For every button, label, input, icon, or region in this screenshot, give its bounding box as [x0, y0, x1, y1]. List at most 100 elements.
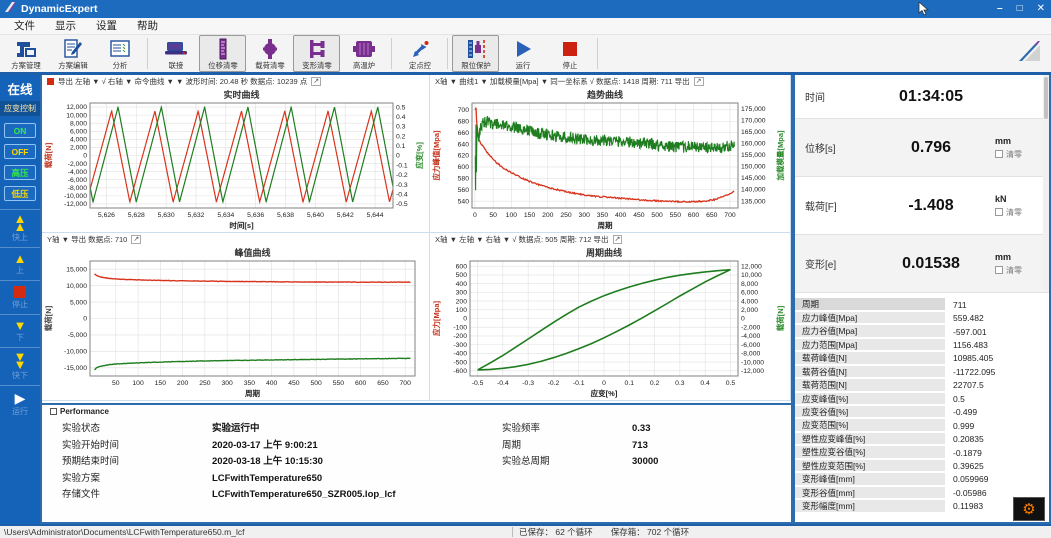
high-pressure-button[interactable]: 高压 [4, 165, 36, 180]
chart-header-realtime[interactable]: 导出 左轴 ▼ √ 右轴 ▼ 命令曲线 ▼ ▼ 波形时间: 20.48 秒 数据… [42, 75, 429, 88]
toolbar-button-deform-zero[interactable]: 变形清零 [293, 35, 340, 72]
point-control-icon [409, 38, 431, 60]
stat-label: 变形峰值[mm] [795, 473, 945, 486]
toolbar-button-connect[interactable]: 联接 [152, 35, 199, 72]
menu-item-1[interactable]: 显示 [45, 18, 86, 35]
menu-item-0[interactable]: 文件 [4, 18, 45, 35]
svg-text:时间[s]: 时间[s] [229, 220, 254, 230]
svg-text:-500: -500 [453, 359, 467, 366]
menu-item-2[interactable]: 设置 [86, 18, 127, 35]
toolbar-label: 停止 [562, 60, 577, 70]
settings-gear-button[interactable]: ⚙ [1013, 497, 1045, 521]
svg-text:700: 700 [400, 380, 412, 387]
fast-up-button[interactable]: ▲▲快上 [0, 209, 40, 247]
svg-text:200: 200 [456, 298, 468, 305]
chart-header-peak[interactable]: Y轴 ▼ 导出 数据点: 710↗ [42, 233, 429, 246]
svg-text:-0.4: -0.4 [396, 191, 408, 198]
control-label: 快上 [12, 232, 28, 243]
svg-text:周期曲线: 周期曲线 [586, 247, 622, 258]
toolbar-button-plan-edit[interactable]: 方案编辑 [49, 35, 96, 72]
stop-square-icon [14, 286, 26, 298]
svg-text:0.1: 0.1 [396, 143, 406, 150]
stop-button[interactable]: 停止 [0, 280, 40, 314]
export-pin-icon[interactable]: ↗ [694, 77, 704, 86]
svg-text:650: 650 [377, 380, 389, 387]
svg-text:6,000: 6,000 [741, 290, 758, 297]
stat-value: -11722.095 [945, 367, 1049, 377]
svg-text:5,636: 5,636 [247, 212, 264, 219]
up-button[interactable]: ▲上 [0, 247, 40, 280]
svg-text:0: 0 [396, 153, 400, 160]
toolbar-button-point-control[interactable]: 定点控 [396, 35, 443, 72]
toolbar-label: 运行 [515, 60, 530, 70]
stat-label: 变形幅度[mm] [795, 500, 945, 513]
svg-text:-0.2: -0.2 [396, 172, 408, 179]
scrollbar[interactable] [1043, 75, 1049, 290]
toolbar-button-stop[interactable]: 停止 [546, 35, 593, 72]
run-icon [512, 38, 534, 60]
svg-text:趋势曲线: 趋势曲线 [587, 89, 623, 100]
off-button[interactable]: OFF [4, 144, 36, 159]
toolbar-button-analysis[interactable]: 分析 [96, 35, 143, 72]
toolbar-button-disp-zero[interactable]: 位移清零 [199, 35, 246, 72]
svg-text:-8,000: -8,000 [68, 185, 87, 192]
svg-text:400: 400 [456, 281, 468, 288]
svg-text:540: 540 [458, 198, 470, 205]
svg-text:550: 550 [333, 380, 345, 387]
export-pin-icon[interactable]: ↗ [311, 77, 321, 86]
load-clear-checkbox[interactable]: 清零 [995, 207, 1022, 218]
svg-text:2,000: 2,000 [70, 145, 87, 152]
svg-text:600: 600 [688, 212, 700, 219]
low-pressure-button[interactable]: 低压 [4, 186, 36, 201]
toolbar-button-limit-protect[interactable]: 限位保护 [452, 35, 499, 72]
minimize-button[interactable]: – [997, 0, 1003, 18]
menu-item-3[interactable]: 帮助 [127, 18, 168, 35]
svg-text:8,000: 8,000 [70, 120, 87, 127]
deformation-value: 0.01538 [867, 255, 995, 273]
export-pin-icon[interactable]: ↗ [613, 235, 623, 244]
maximize-button[interactable]: □ [1017, 0, 1023, 18]
deformation-clear-checkbox[interactable]: 清零 [995, 265, 1022, 276]
experiment-value: 2020-03-18 上午 10:15:30 [212, 454, 323, 471]
status-bar: \Users\Administrator\Documents\LCFwithTe… [0, 524, 1051, 538]
svg-text:155,000: 155,000 [741, 152, 766, 159]
stat-label: 载荷范围[N] [795, 379, 945, 392]
svg-text:0: 0 [473, 212, 477, 219]
toolbar-button-furnace[interactable]: 高温炉 [340, 35, 387, 72]
connect-icon [163, 38, 189, 60]
svg-text:-0.4: -0.4 [497, 380, 509, 387]
fast-down-button[interactable]: ▼▼快下 [0, 347, 40, 385]
experiment-label: 存储文件 [62, 487, 212, 504]
svg-text:5,630: 5,630 [158, 212, 175, 219]
toolbar-separator [597, 38, 598, 69]
brand-logo-icon [1013, 37, 1043, 70]
toolbar-button-load-zero[interactable]: 载荷清零 [246, 35, 293, 72]
down-button[interactable]: ▼下 [0, 314, 40, 347]
svg-text:580: 580 [458, 176, 470, 183]
run-button[interactable]: ▶运行 [0, 385, 40, 421]
stat-label: 载荷谷值[N] [795, 366, 945, 379]
chart-header-cycle[interactable]: X轴 ▼ 左轴 ▼ 右轴 ▼ √ 数据点: 505 周期: 712 导出↗ [430, 233, 790, 246]
control-label: 运行 [12, 406, 28, 417]
svg-text:5,632: 5,632 [187, 212, 204, 219]
toolbar-label: 限位保护 [461, 60, 490, 70]
svg-text:-10,000: -10,000 [64, 349, 87, 356]
experiment-label: 周期 [502, 438, 632, 455]
toolbar-label: 位移清零 [208, 60, 237, 70]
svg-text:-12,000: -12,000 [741, 368, 764, 375]
stat-row: 周期711 [795, 298, 1049, 311]
on-button[interactable]: ON [4, 123, 36, 138]
measurement-label: 载荷[F] [805, 198, 867, 213]
svg-text:150,000: 150,000 [741, 164, 766, 171]
toolbar-separator [391, 38, 392, 69]
export-pin-icon[interactable]: ↗ [131, 235, 141, 244]
displacement-clear-checkbox[interactable]: 清零 [995, 149, 1022, 160]
svg-text:0.2: 0.2 [396, 133, 406, 140]
svg-text:175,000: 175,000 [741, 106, 766, 113]
toolbar-button-plan-manage[interactable]: 方案管理 [2, 35, 49, 72]
chart-plot-peak: 5010015020025030035040045050055060065070… [42, 246, 429, 401]
svg-text:周期: 周期 [598, 220, 613, 230]
chart-header-trend[interactable]: X轴 ▼ 曲线1 ▼ 加载模量[Mpa] ▼ 同一坐标系 √ 数据点: 1418… [430, 75, 790, 88]
toolbar-button-run[interactable]: 运行 [499, 35, 546, 72]
close-button[interactable]: ✕ [1037, 0, 1045, 18]
